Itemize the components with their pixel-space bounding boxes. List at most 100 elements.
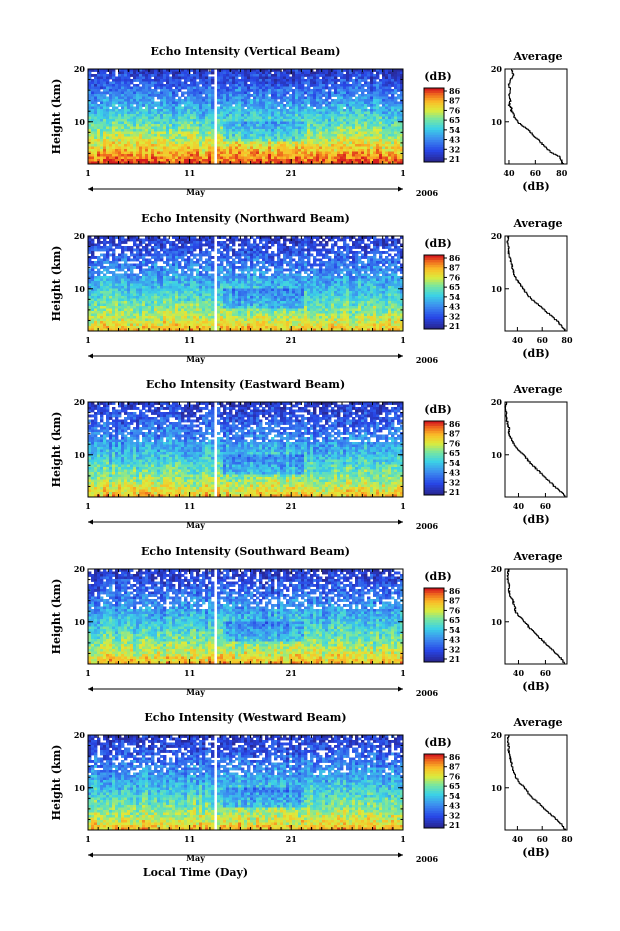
colorbar-tick-label: 32 (449, 311, 460, 321)
x-tick-label: 1 (85, 335, 91, 345)
colorbar-tick-label: 32 (449, 810, 460, 820)
colorbar-tick-label: 76 (449, 771, 461, 781)
panel-title: Echo Intensity (Northward Beam) (141, 212, 350, 225)
y-axis-label: Height (km) (50, 246, 63, 322)
x-axis-label: Local Time (Day) (143, 866, 248, 879)
average-x-tick-label: 40 (503, 168, 515, 178)
arrow-left (88, 353, 93, 359)
colorbar-tick-label: 86 (449, 86, 461, 96)
average-x-label: (dB) (522, 180, 549, 193)
average-y-tick-label: 10 (491, 117, 503, 127)
arrow-left (88, 852, 93, 858)
colorbar-tick-label: 65 (449, 448, 460, 458)
colorbar-tick-label: 32 (449, 477, 460, 487)
average-x-tick-label: 60 (540, 501, 552, 511)
panel-2: Echo Intensity (Northward Beam) 20 10 Heigh… (50, 212, 573, 365)
colorbar-tick-label: 76 (449, 605, 461, 615)
average-x-tick-label: 80 (561, 335, 573, 345)
arrow-left (88, 519, 93, 525)
average-panel: Average 20 10 40 60 80 (dB) (491, 50, 568, 193)
arrow-right (398, 519, 403, 525)
average-frame (504, 68, 568, 165)
average-panel: Average 20 10 40 60 (dB) (491, 383, 568, 526)
colorbar-tick-label: 65 (449, 115, 460, 125)
plot-frame (87, 235, 404, 332)
colorbar (424, 255, 444, 330)
average-y-tick-label: 10 (491, 783, 503, 793)
plot-frame (87, 401, 404, 498)
x-tick-label: 11 (184, 668, 195, 678)
y-tick-label: 20 (74, 564, 86, 574)
colorbar-unit: (dB) (424, 736, 451, 749)
colorbar-tick-label: 21 (449, 154, 460, 164)
colorbar-tick-label: 43 (449, 135, 461, 145)
colorbar-unit: (dB) (424, 570, 451, 583)
average-profile-line (506, 569, 567, 665)
colorbar-tick-label: 87 (449, 762, 460, 772)
average-x-tick-label: 40 (512, 335, 524, 345)
colorbar-tick-label: 65 (449, 781, 460, 791)
average-y-tick-label: 10 (491, 284, 503, 294)
panel-title: Echo Intensity (Eastward Beam) (146, 378, 345, 391)
x-tick-label: 11 (184, 834, 195, 844)
colorbar-tick-label: 76 (449, 438, 461, 448)
average-frame (504, 734, 568, 831)
average-x-label: (dB) (522, 347, 549, 360)
average-x-tick-label: 60 (540, 668, 552, 678)
colorbar-tick-label: 86 (449, 253, 461, 263)
x-tick-label: 21 (286, 501, 297, 511)
average-x-tick-label: 40 (513, 668, 525, 678)
colorbar-tick-label: 76 (449, 105, 461, 115)
colorbar-tick-label: 21 (449, 820, 460, 830)
arrow-right (398, 186, 403, 192)
average-y-tick-label: 20 (491, 397, 503, 407)
average-title: Average (512, 716, 562, 729)
average-profile-line (506, 236, 566, 332)
month-label: May (186, 520, 205, 530)
x-tick-label: 1 (85, 834, 91, 844)
year-label: 2006 (416, 688, 439, 698)
x-tick-label: 11 (184, 168, 195, 178)
average-x-tick-label: 60 (537, 834, 549, 844)
colorbar-tick-label: 87 (449, 96, 460, 106)
average-panel: Average 20 10 40 60 80 (dB) (491, 716, 573, 859)
x-tick-label: 1 (400, 168, 406, 178)
colorbar-tick-label: 32 (449, 644, 460, 654)
colorbar-frame (423, 587, 445, 663)
heatmap (88, 402, 404, 498)
colorbar-tick-label: 87 (449, 429, 460, 439)
x-tick-label: 1 (85, 501, 91, 511)
panel-4: Echo Intensity (Southward Beam) 20 10 Heigh… (50, 545, 568, 698)
colorbar-tick-label: 65 (449, 615, 460, 625)
x-tick-label: 1 (400, 501, 406, 511)
panel-5: Echo Intensity (Westward Beam) 20 10 Height… (50, 711, 573, 879)
colorbar-tick-label: 21 (449, 487, 460, 497)
colorbar-frame (423, 753, 445, 829)
y-axis-label: Height (km) (50, 79, 63, 155)
colorbar-tick-label: 87 (449, 263, 460, 273)
colorbar (424, 754, 444, 829)
y-tick-label: 20 (74, 397, 86, 407)
year-label: 2006 (416, 355, 439, 365)
average-panel: Average 20 10 40 60 80 (dB) (491, 217, 573, 360)
heatmap (88, 569, 404, 665)
average-frame (504, 568, 568, 665)
colorbar-tick-label: 86 (449, 419, 461, 429)
average-title: Average (512, 383, 562, 396)
arrow-right (398, 353, 403, 359)
x-tick-label: 1 (85, 168, 91, 178)
x-tick-label: 1 (400, 668, 406, 678)
month-label: May (186, 354, 205, 364)
panel-3: Echo Intensity (Eastward Beam) 20 10 Height… (50, 378, 568, 531)
year-label: 2006 (416, 188, 439, 198)
colorbar-unit: (dB) (424, 237, 451, 250)
average-profile-line (507, 69, 564, 165)
colorbar-tick-label: 43 (449, 302, 461, 312)
average-y-tick-label: 20 (491, 564, 503, 574)
average-x-label: (dB) (522, 846, 549, 859)
average-frame (504, 235, 568, 332)
arrow-right (398, 686, 403, 692)
y-axis-label: Height (km) (50, 412, 63, 488)
arrow-right (398, 852, 403, 858)
y-axis-label: Height (km) (50, 579, 63, 655)
